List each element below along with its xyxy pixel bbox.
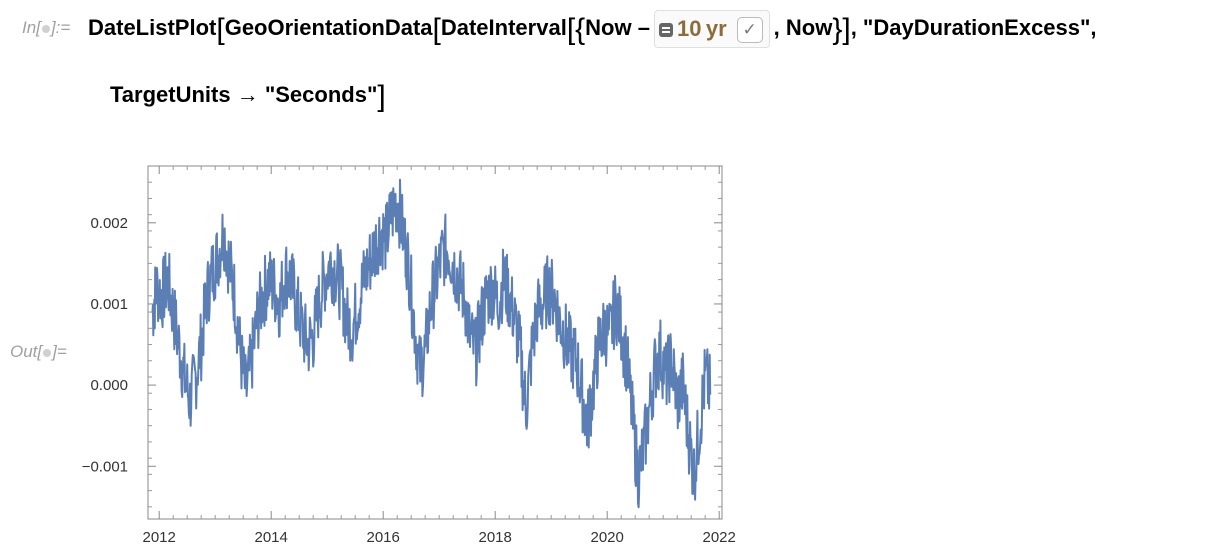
bracket: [ xyxy=(216,13,225,46)
minus-operator: – xyxy=(637,15,650,40)
x-tick-label: 2016 xyxy=(367,529,400,546)
x-tick-label: 2012 xyxy=(143,529,176,546)
in-label-prefix: In[ xyxy=(22,18,41,37)
option-targetUnits[interactable]: TargetUnits → "Seconds" xyxy=(110,82,378,107)
function-dateListPlot[interactable]: DateListPlot xyxy=(88,15,217,40)
quantity-box[interactable]: 10 yr ✓ xyxy=(654,10,770,49)
property-string[interactable]: , "DayDurationExcess", xyxy=(850,15,1097,40)
x-tick-label: 2014 xyxy=(255,529,288,546)
out-label-prefix: Out[ xyxy=(10,342,43,361)
bracket: }] xyxy=(832,13,851,46)
bracket: ] xyxy=(377,80,386,113)
y-tick-label: 0.000 xyxy=(90,377,128,394)
input-cell-label: In[ ]:= xyxy=(22,18,70,38)
x-tick-label: 2022 xyxy=(703,529,736,546)
function-dateInterval[interactable]: DateInterval xyxy=(440,15,567,40)
now-symbol-2[interactable]: , Now xyxy=(773,15,833,40)
x-tick-label: 2020 xyxy=(591,529,624,546)
y-tick-label: 0.002 xyxy=(90,215,128,232)
in-label-suffix: ]:= xyxy=(50,18,71,37)
quantity-value[interactable]: 10 yr xyxy=(677,16,727,42)
bracket: [ xyxy=(432,13,441,46)
bracket: [{ xyxy=(566,13,586,46)
plot-frame xyxy=(147,165,723,520)
y-tick-label: 0.001 xyxy=(90,296,128,313)
quantity-toggle-icon[interactable] xyxy=(659,23,673,38)
y-tick-label: −0.001 xyxy=(82,458,128,475)
code-line-2[interactable]: TargetUnits → "Seconds"] xyxy=(110,75,386,117)
quantity-check-icon[interactable]: ✓ xyxy=(736,17,763,44)
out-label-suffix: ]= xyxy=(52,342,67,361)
cell-number-dot xyxy=(43,348,52,357)
cell-number-dot xyxy=(41,24,50,33)
data-series-line xyxy=(151,178,712,509)
now-symbol[interactable]: Now xyxy=(585,15,632,40)
x-tick-label: 2018 xyxy=(479,529,512,546)
output-cell-label: Out[ ]= xyxy=(10,342,67,362)
code-line-1[interactable]: DateListPlot[GeoOrientationData[DateInte… xyxy=(88,8,1097,50)
function-geoOrientationData[interactable]: GeoOrientationData xyxy=(224,15,433,40)
